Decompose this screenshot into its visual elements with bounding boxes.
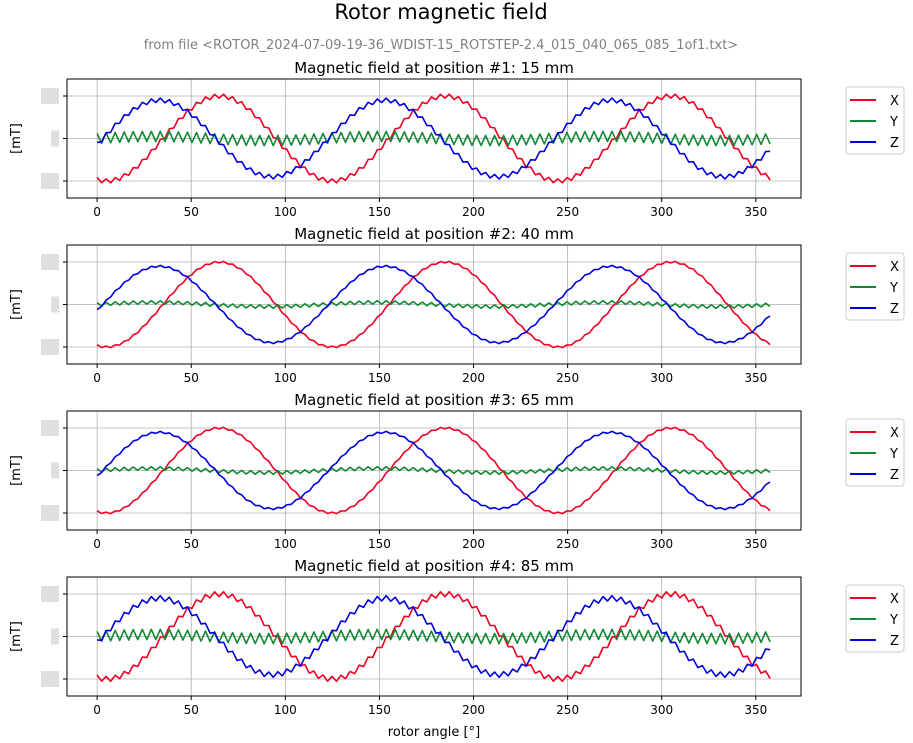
legend-label-x: X	[890, 592, 899, 607]
x-tick-label: 350	[744, 205, 767, 219]
x-tick-label: 250	[556, 205, 579, 219]
y-tick-label-blurred	[41, 339, 59, 355]
x-tick-label: 200	[462, 371, 485, 385]
legend-label-y: Y	[889, 281, 898, 296]
legend-label-z: Z	[890, 634, 899, 649]
legend-label-x: X	[890, 426, 899, 441]
subplot-title: Magnetic field at position #1: 15 mm	[294, 59, 574, 77]
subplot-title: Magnetic field at position #4: 85 mm	[294, 557, 574, 575]
y-tick-label-blurred	[51, 297, 59, 313]
x-tick-label: 350	[744, 703, 767, 717]
legend: XYZ	[846, 253, 904, 320]
x-tick-label: 0	[93, 371, 101, 385]
y-tick-label-blurred	[41, 586, 59, 602]
x-tick-label: 300	[650, 371, 673, 385]
x-tick-label: 100	[274, 371, 297, 385]
legend-label-y: Y	[889, 447, 898, 462]
x-tick-label: 150	[368, 537, 391, 551]
subplot-title: Magnetic field at position #3: 65 mm	[294, 391, 574, 409]
figure-title: Rotor magnetic field	[334, 0, 547, 24]
x-tick-label: 300	[650, 537, 673, 551]
y-tick-label-blurred	[51, 629, 59, 645]
x-axis-label: rotor angle [°]	[388, 725, 480, 740]
y-tick-label-blurred	[41, 173, 59, 189]
y-axis-label: [mT]	[9, 289, 24, 320]
subplot-4: Magnetic field at position #4: 85 mm 0 50 1…	[9, 557, 904, 717]
subplot-3: Magnetic field at position #3: 65 mm 0 50 1…	[9, 391, 904, 551]
legend-label-z: Z	[890, 136, 899, 151]
x-tick-label: 200	[462, 205, 485, 219]
legend-label-y: Y	[889, 115, 898, 130]
x-tick-label: 250	[556, 537, 579, 551]
x-tick-label: 50	[184, 537, 199, 551]
x-tick-label: 300	[650, 205, 673, 219]
x-tick-label: 300	[650, 703, 673, 717]
x-tick-label: 0	[93, 703, 101, 717]
y-tick-label-blurred	[41, 420, 59, 436]
x-tick-label: 50	[184, 703, 199, 717]
legend-label-z: Z	[890, 302, 899, 317]
x-tick-label: 0	[93, 205, 101, 219]
y-axis-label: [mT]	[9, 123, 24, 154]
subplot-title: Magnetic field at position #2: 40 mm	[294, 225, 574, 243]
legend: XYZ	[846, 87, 904, 154]
subplot-1: Magnetic field at position #1: 15 mm 0 50 1…	[9, 59, 904, 219]
x-tick-label: 350	[744, 537, 767, 551]
x-tick-label: 250	[556, 371, 579, 385]
y-tick-label-blurred	[41, 254, 59, 270]
y-tick-label-blurred	[41, 88, 59, 104]
legend: XYZ	[846, 419, 904, 486]
legend: XYZ	[846, 585, 904, 652]
y-tick-label-blurred	[41, 505, 59, 521]
x-tick-label: 50	[184, 371, 199, 385]
x-tick-label: 50	[184, 205, 199, 219]
x-tick-label: 150	[368, 703, 391, 717]
y-axis-label: [mT]	[9, 621, 24, 652]
x-tick-label: 350	[744, 371, 767, 385]
x-tick-label: 150	[368, 371, 391, 385]
legend-label-x: X	[890, 260, 899, 275]
y-tick-label-blurred	[51, 131, 59, 147]
x-tick-label: 100	[274, 205, 297, 219]
x-tick-label: 200	[462, 537, 485, 551]
y-tick-label-blurred	[51, 463, 59, 479]
y-axis-label: [mT]	[9, 455, 24, 486]
legend-label-x: X	[890, 94, 899, 109]
x-tick-label: 100	[274, 703, 297, 717]
x-tick-label: 150	[368, 205, 391, 219]
x-tick-label: 250	[556, 703, 579, 717]
subplots: Magnetic field at position #1: 15 mm 0 50 1…	[9, 59, 904, 717]
legend-label-z: Z	[890, 468, 899, 483]
y-tick-label-blurred	[41, 671, 59, 687]
figure-subtitle: from file <ROTOR_2024-07-09-19-36_WDIST-…	[144, 38, 738, 53]
x-tick-label: 100	[274, 537, 297, 551]
subplot-2: Magnetic field at position #2: 40 mm 0 50 1…	[9, 225, 904, 385]
x-tick-label: 200	[462, 703, 485, 717]
x-tick-label: 0	[93, 537, 101, 551]
legend-label-y: Y	[889, 613, 898, 628]
